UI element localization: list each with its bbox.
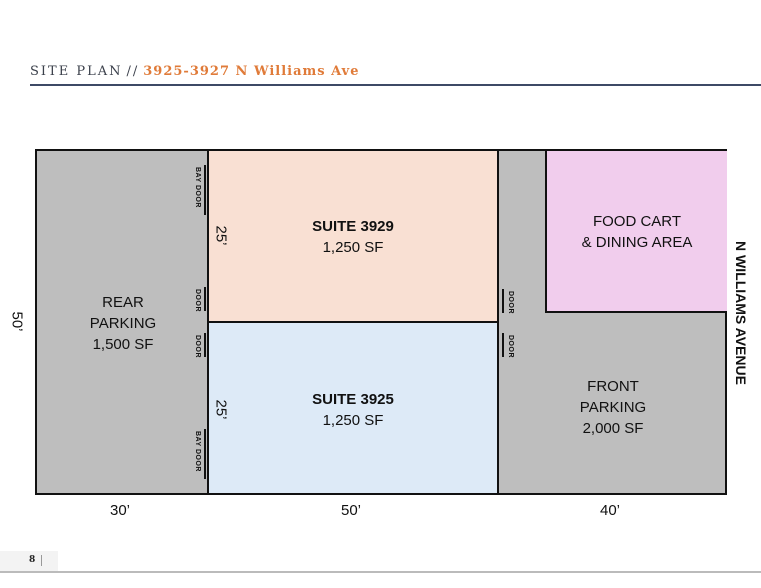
- suite-3925-depth: 25’: [212, 399, 230, 420]
- page-number: 8: [29, 555, 36, 565]
- header-address: 3925-3927 N Williams Ave: [143, 64, 360, 79]
- suite-3925-label: SUITE 3925 1,250 SF: [312, 391, 394, 429]
- door-left-upper-marker: [204, 287, 206, 311]
- dimension-bottom-left: 30’: [110, 502, 131, 519]
- zone-food-cart: FOOD CART & DINING AREA: [545, 151, 727, 313]
- door-right-upper-marker: [502, 289, 504, 313]
- door-left-upper-label: DOOR: [194, 289, 201, 312]
- header-rule: [30, 84, 761, 86]
- street-label: N WILLIAMS AVENUE: [732, 241, 749, 385]
- bay-door-bottom-label: BAY DOOR: [194, 431, 201, 472]
- header-separator: //: [126, 64, 140, 79]
- bay-door-top-label: BAY DOOR: [194, 167, 201, 208]
- bay-door-top-marker: [204, 165, 206, 215]
- header-label: SITE PLAN: [30, 64, 123, 79]
- zone-front-parking: FRONT PARKING 2,000 SF: [499, 151, 725, 493]
- footer-page-box: [0, 551, 58, 571]
- site-plan: REAR PARKING 1,500 SF SUITE 3929 1,250 S…: [35, 149, 727, 495]
- page-number-divider: [41, 555, 42, 566]
- suite-3929-depth: 25’: [212, 225, 230, 246]
- food-cart-label: FOOD CART & DINING AREA: [581, 213, 693, 251]
- front-parking-label: FRONT PARKING 2,000 SF: [579, 378, 647, 437]
- dimension-left-height: 50’: [8, 311, 26, 332]
- page-header: SITE PLAN//3925-3927 N Williams Ave: [30, 64, 359, 79]
- door-right-lower-marker: [502, 333, 504, 357]
- suite-3929-label: SUITE 3929 1,250 SF: [312, 218, 394, 256]
- dimension-bottom-middle: 50’: [341, 502, 362, 519]
- zone-suite-3925: SUITE 3925 1,250 SF 25’: [209, 323, 499, 493]
- door-left-lower-label: DOOR: [194, 335, 201, 358]
- door-right-lower-label: DOOR: [507, 335, 514, 358]
- rear-parking-label: REAR PARKING 1,500 SF: [89, 294, 157, 353]
- door-right-upper-label: DOOR: [507, 291, 514, 314]
- bay-door-bottom-marker: [204, 429, 206, 479]
- zone-suite-3929: SUITE 3929 1,250 SF 25’ 50’: [209, 151, 499, 345]
- footer-rule: [0, 571, 761, 573]
- door-left-lower-marker: [204, 333, 206, 357]
- zone-rear-parking: REAR PARKING 1,500 SF: [37, 151, 209, 493]
- dimension-bottom-right: 40’: [600, 502, 621, 519]
